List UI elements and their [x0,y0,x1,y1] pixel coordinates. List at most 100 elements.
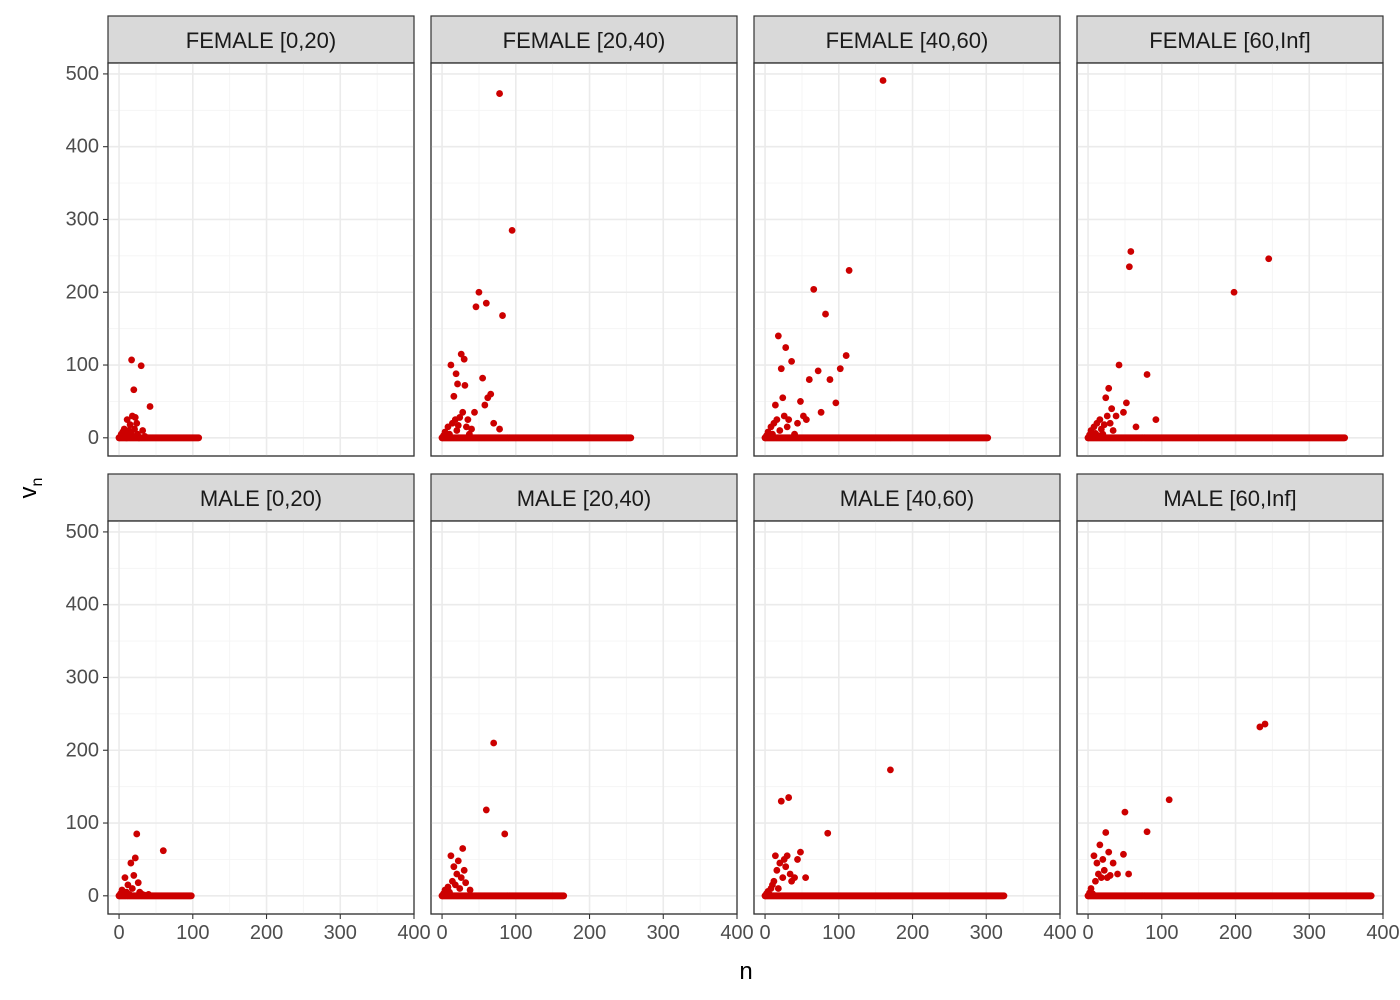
x-tick-label: 100 [499,922,532,944]
data-point [1105,384,1113,392]
x-tick-label: 100 [176,922,209,944]
facet-strip [107,473,415,522]
data-point [508,226,516,234]
facet-strip [1076,473,1384,522]
data-point [1165,796,1173,804]
data-point [794,419,801,427]
panel-background [430,520,738,915]
y-tick-label: 500 [66,521,99,543]
data-point [457,874,465,882]
panel-border [1076,62,1384,457]
facet-strip-label: FEMALE [20,40) [503,28,666,53]
facet-strip-label: FEMALE [60,Inf] [1149,28,1310,53]
data-point [802,874,810,882]
data-point [797,398,804,405]
panel-border [107,62,415,457]
data-point [1125,870,1133,878]
data-point [1100,421,1108,429]
data-point [134,879,142,887]
facet-strip [430,15,738,64]
data-point [1367,892,1375,900]
y-tick-labels: 0 100 200 300 400 500 0 100 200 300 400 500 [66,63,108,907]
y-tick-label: 400 [66,594,99,616]
data-point [123,416,131,424]
data-point [125,890,133,898]
data-point [1093,859,1101,867]
data-point [1103,412,1111,420]
data-point [791,430,798,438]
data-point [128,885,136,892]
data-point [1102,829,1110,836]
data-point [195,434,203,442]
x-tick-label: 400 [1366,922,1399,944]
y-axis-title: vn [15,478,46,499]
facet-strip-label: MALE [0,20) [200,486,322,511]
panel-border [430,520,738,915]
facet-strip [430,473,738,522]
data-point [814,367,822,375]
y-tick-label: 0 [88,427,99,449]
facet-panel: FEMALE [60,Inf] [1076,15,1384,457]
data-point [459,845,467,852]
data-point [783,423,791,431]
data-point [1121,808,1129,816]
data-point [131,425,138,433]
data-point [1152,416,1160,424]
x-tick-label: 300 [324,922,357,944]
facet-panel: FEMALE [40,60) [753,15,1061,457]
data-point [1102,394,1110,402]
y-tick-label: 100 [66,812,99,834]
data-point [499,312,506,319]
panel-border [107,520,415,915]
data-point [842,352,850,359]
data-point [482,299,490,307]
data-point [769,430,776,438]
points-group [438,90,635,442]
data-point [779,874,787,882]
y-axis-title-base: v [15,486,42,498]
data-point [1114,870,1121,878]
panels-layer: FEMALE [0,20) FEMALE [20,40) FEMALE [40,60… [107,15,1384,915]
data-point [810,285,818,293]
facet-panel: MALE [60,Inf] [1076,473,1384,915]
facet-strip [753,473,1061,522]
data-point [782,863,790,871]
data-point [460,866,468,874]
y-axis-title-subscript: n [29,478,46,487]
data-point [1125,263,1133,271]
panel-border [1076,520,1384,915]
data-point [779,394,787,402]
data-point [1256,723,1264,731]
panel-background [753,62,1061,457]
data-point [487,390,495,398]
y-tick-label: 100 [66,354,99,376]
data-point [131,854,139,862]
y-tick-label: 300 [66,666,99,688]
facet-panel: MALE [20,40) [430,473,738,915]
data-point [126,421,134,429]
facet-panel: MALE [40,60) [753,473,1061,915]
data-point [822,310,829,318]
data-point [127,859,135,867]
data-point [797,848,804,856]
data-point [444,883,452,891]
data-point [490,419,498,427]
data-point [496,425,503,433]
data-point [785,794,793,801]
x-tick-label: 400 [1043,922,1076,944]
data-point [782,344,790,351]
data-point [777,797,785,805]
data-point [1143,371,1151,378]
data-point [447,361,455,369]
data-point [465,430,473,438]
data-point [771,401,779,409]
data-point [773,866,781,874]
facet-panel: FEMALE [0,20) [107,15,415,457]
data-point [187,892,195,900]
facet-strip-label: MALE [60,Inf] [1163,486,1296,511]
facet-strip [753,15,1061,64]
data-point [475,288,483,296]
data-point [454,857,462,865]
data-point [773,416,781,424]
